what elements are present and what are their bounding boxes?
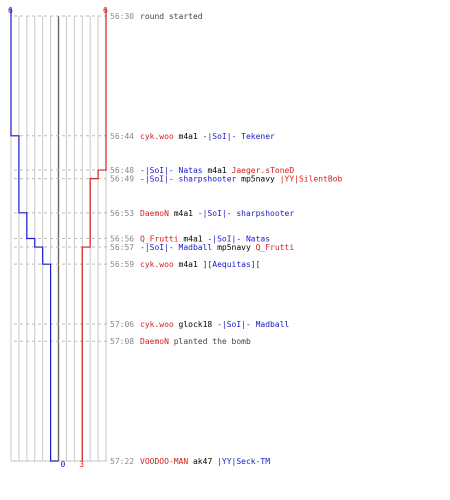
event-part: mp5navy (236, 175, 279, 184)
event-part: DaemoN (140, 337, 169, 346)
event-part: -|SoI|- Natas (140, 166, 203, 175)
event-part: Jaeger.sToneD (232, 166, 295, 175)
alive-lines (10, 8, 107, 462)
blue-alive-line (10, 8, 59, 462)
event-row: cyk.woo m4a1 ][Aequitas][ (140, 260, 260, 269)
chart-grid (10, 15, 108, 462)
event-row: DaemoN planted the bomb (140, 337, 251, 346)
event-part: -|SoI|- Madball (140, 243, 212, 252)
event-part: -|SoI|- Tekener (203, 132, 275, 141)
event-part: m4a1 (169, 209, 198, 218)
blue-end-count: 0 (61, 460, 66, 469)
event-row: -|SoI|- Madball mp5navy Q_Frutti (140, 243, 294, 252)
event-time: 56:56 (110, 235, 134, 244)
event-part: round started (140, 12, 203, 21)
event-row: VOODOO-MAN ak47 |YY|Seck-TM (140, 457, 270, 466)
event-row: cyk.woo glock18 -|SoI|- Madball (140, 320, 290, 329)
event-part: cyk.woo (140, 320, 174, 329)
red-alive-line (81, 8, 107, 461)
red-start-count: 6 (103, 6, 108, 15)
event-time: 56:30 (110, 12, 134, 21)
event-part: cyk.woo (140, 132, 174, 141)
event-part: ][Aequitas][ (203, 260, 261, 269)
event-time: 56:44 (110, 132, 134, 141)
event-part: -|SoI|- sharpshooter (140, 175, 237, 184)
event-time: 56:49 (110, 175, 134, 184)
event-row: -|SoI|- Natas m4a1 Jaeger.sToneD (140, 166, 294, 175)
event-part: DaemoN (140, 209, 169, 218)
event-part: VOODOO-MAN (140, 457, 188, 466)
event-part: Q_Frutti (140, 235, 179, 244)
event-part: m4a1 (179, 235, 208, 244)
event-part: ak47 (188, 457, 217, 466)
event-part: -|SoI|- Madball (217, 320, 289, 329)
event-part: -|SoI|- sharpshooter (198, 209, 295, 218)
event-part: m4a1 (174, 132, 203, 141)
event-time: 57:06 (110, 320, 134, 329)
event-time: 56:57 (110, 243, 134, 252)
event-time: 56:53 (110, 209, 134, 218)
event-row: -|SoI|- sharpshooter mp5navy |YY|SilentB… (140, 175, 342, 184)
event-part: |YY|Seck-TM (217, 457, 270, 466)
blue-start-count: 6 (8, 6, 13, 15)
event-part: Q_Frutti (256, 243, 295, 252)
event-part: -|SoI|- Natas (207, 235, 270, 244)
event-row: cyk.woo m4a1 -|SoI|- Tekener (140, 132, 275, 141)
event-part: glock18 (174, 320, 217, 329)
event-part: m4a1 (174, 260, 203, 269)
event-time: 56:48 (110, 166, 134, 175)
event-part: m4a1 (203, 166, 232, 175)
event-row: DaemoN m4a1 -|SoI|- sharpshooter (140, 209, 294, 218)
event-time: 56:59 (110, 260, 134, 269)
event-part: mp5navy (212, 243, 255, 252)
event-part: planted the bomb (169, 337, 251, 346)
event-time: 57:22 (110, 457, 134, 466)
event-time: 57:08 (110, 337, 134, 346)
event-row: Q_Frutti m4a1 -|SoI|- Natas (140, 235, 270, 244)
event-part: cyk.woo (140, 260, 174, 269)
red-end-count: 3 (79, 460, 84, 469)
chart-labels: 6 0 6 3 (8, 6, 108, 469)
event-log: 56:30 round started 56:44 cyk.woo m4a1 -|So… (110, 12, 342, 466)
event-row: round started (140, 12, 203, 21)
event-part: |YY|SilentBob (280, 175, 343, 184)
